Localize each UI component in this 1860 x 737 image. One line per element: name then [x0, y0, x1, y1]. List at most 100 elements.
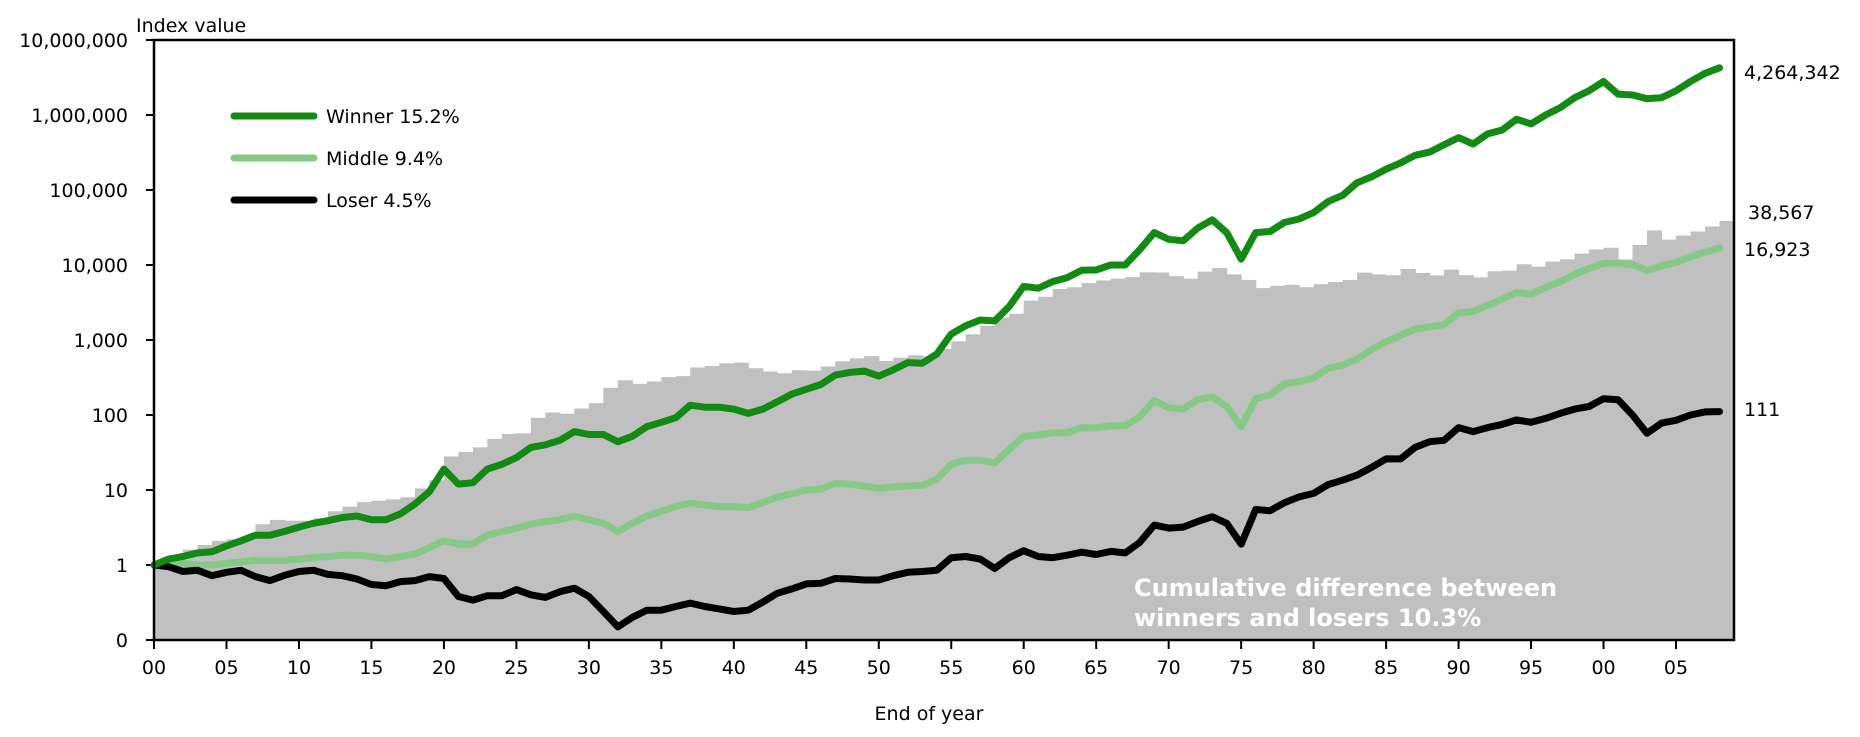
difference-bar — [1357, 272, 1373, 640]
difference-bar — [1458, 275, 1474, 640]
difference-bar — [806, 370, 822, 640]
difference-bar — [1226, 274, 1242, 640]
difference-bar — [1415, 272, 1431, 640]
difference-bar — [1719, 221, 1735, 640]
axis-ticks — [146, 39, 1678, 649]
difference-bar — [820, 366, 836, 640]
difference-bar — [1067, 287, 1083, 640]
difference-bar — [1081, 283, 1097, 640]
y-tick-label: 10,000 — [62, 255, 128, 277]
difference-bar — [1444, 269, 1460, 640]
difference-bar — [777, 373, 793, 640]
difference-bar — [298, 520, 315, 640]
difference-bar — [878, 360, 894, 640]
difference-bar — [849, 358, 865, 640]
difference-bar — [1632, 244, 1648, 640]
difference-bar — [893, 357, 909, 640]
y-tick-label: 100 — [92, 405, 128, 427]
difference-bar — [1110, 278, 1126, 640]
difference-bar — [617, 380, 633, 640]
legend-item-winner: Winner 15.2% — [230, 106, 460, 128]
legend-item-middle: Middle 9.4% — [230, 148, 443, 170]
difference-bar — [1545, 261, 1561, 640]
difference-bar — [907, 355, 923, 640]
y-tick-label: 1,000,000 — [31, 105, 128, 127]
x-tick-label: 15 — [359, 657, 383, 679]
difference-bar — [980, 325, 996, 640]
difference-bar — [835, 361, 851, 640]
end-label-winner: 4,264,342 — [1744, 62, 1841, 84]
x-tick-label: 70 — [1157, 657, 1181, 679]
x-tick-label: 35 — [649, 657, 673, 679]
difference-bar — [1241, 279, 1257, 640]
difference-bar — [1342, 280, 1358, 640]
difference-bar — [516, 433, 532, 640]
difference-bar — [211, 540, 228, 640]
difference-bar — [1676, 235, 1692, 641]
difference-bar — [864, 356, 880, 640]
difference-bar — [574, 408, 590, 640]
difference-bar — [342, 506, 358, 640]
difference-bar — [1270, 285, 1286, 640]
difference-bar — [1328, 282, 1344, 640]
y-tick-label: 1,000 — [74, 330, 128, 352]
x-tick-label: 95 — [1519, 657, 1543, 679]
difference-bar — [1212, 268, 1228, 640]
series-lines — [150, 64, 1723, 631]
series-line-winner — [150, 64, 1723, 569]
difference-bar — [632, 383, 648, 640]
x-tick-label: 00 — [142, 657, 166, 679]
difference-bar — [994, 317, 1010, 640]
difference-bar — [936, 348, 952, 640]
x-tick-label: 30 — [577, 657, 601, 679]
annotation-line-1: Cumulative difference between — [1134, 574, 1557, 602]
difference-bars — [154, 221, 1735, 641]
difference-bar — [313, 518, 329, 640]
difference-bar — [356, 502, 373, 640]
x-tick-label: 60 — [1012, 657, 1036, 679]
difference-bar — [472, 447, 488, 640]
y-tick-label: 10 — [104, 480, 128, 502]
difference-bar — [965, 334, 981, 640]
difference-bar — [1647, 230, 1663, 640]
plot-frame — [152, 38, 1736, 642]
difference-bar — [240, 536, 257, 640]
x-tick-label: 75 — [1229, 657, 1253, 679]
difference-bar — [1473, 277, 1489, 640]
y-tick-label: 10,000,000 — [19, 30, 128, 52]
difference-bar — [371, 500, 387, 640]
difference-bar — [1589, 249, 1605, 640]
difference-bar — [1371, 274, 1387, 640]
difference-bar — [1197, 271, 1213, 640]
difference-bar — [1168, 276, 1184, 640]
x-tick-labels: 00 05 10 15 20 25 30 35 40 45 50 55 60 65 70 75 80 85 90 95… — [142, 657, 1688, 679]
difference-bar — [719, 363, 735, 640]
y-tick-label: 0 — [116, 630, 128, 652]
end-label-middle: 16,923 — [1744, 239, 1810, 261]
x-tick-label: 20 — [432, 657, 456, 679]
difference-bar — [1690, 231, 1706, 640]
difference-bar — [545, 412, 561, 640]
difference-bar — [487, 438, 503, 640]
difference-bar — [168, 555, 184, 640]
difference-bar — [400, 497, 416, 640]
difference-bar — [429, 480, 445, 640]
x-tick-label: 00 — [1591, 657, 1615, 679]
difference-bar — [1023, 300, 1039, 640]
legend: Winner 15.2% Middle 9.4% Loser 4.5% — [230, 106, 460, 212]
difference-bar — [603, 387, 619, 640]
difference-bar — [1487, 271, 1503, 640]
annotation-line-2: winners and losers 10.3% — [1134, 604, 1481, 632]
difference-bar — [154, 561, 170, 640]
series-line-loser — [150, 395, 1723, 631]
end-label-difference: 38,567 — [1748, 202, 1814, 224]
difference-bar — [733, 362, 749, 640]
x-tick-label: 05 — [214, 657, 238, 679]
difference-bar — [1255, 288, 1271, 640]
x-tick-label: 40 — [722, 657, 746, 679]
difference-bar — [559, 413, 575, 640]
difference-bar — [951, 341, 967, 640]
difference-bar — [1574, 253, 1590, 640]
y-tick-labels: 0 1 10 100 1,000 10,000 100,000 1,000,000 10,000… — [19, 30, 128, 652]
